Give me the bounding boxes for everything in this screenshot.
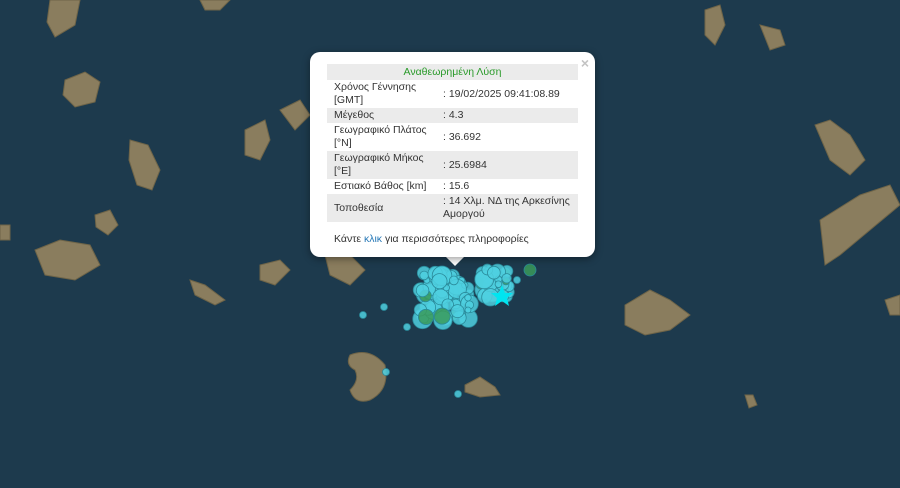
earthquake-marker[interactable] xyxy=(464,294,472,302)
earthquake-marker[interactable] xyxy=(454,390,462,398)
earthquake-marker[interactable] xyxy=(464,306,472,314)
earthquake-marker[interactable] xyxy=(419,270,429,281)
location-value: : 14 Χλμ. ΝΔ της Αρκεσίνης Αμοργού xyxy=(436,194,578,222)
latitude-value: : 36.692 xyxy=(443,130,481,143)
more-info-suffix: για περισσότερες πληροφορίες xyxy=(382,233,529,245)
magnitude-value: : 4.3 xyxy=(436,108,578,123)
earthquake-details-table: Αναθεωρημένη Λύση Χρόνος Γέννησης [GMT]:… xyxy=(327,64,578,222)
more-info-text: Κάντε κλικ για περισσότερες πληροφορίες xyxy=(334,233,529,245)
longitude-value: : 25.6984 xyxy=(436,151,578,179)
magnitude-label: Μέγεθος xyxy=(327,108,436,123)
earthquake-info-popup: × Αναθεωρημένη Λύση Χρόνος Γέννησης [GMT… xyxy=(310,52,595,257)
depth-label: Εστιακό Βάθος [km] xyxy=(334,180,427,192)
earthquake-marker[interactable] xyxy=(382,368,390,376)
longitude-label: Γεωγραφικό Μήκος [°E] xyxy=(327,151,436,179)
earthquake-marker[interactable] xyxy=(449,275,459,286)
earthquake-marker[interactable] xyxy=(433,307,451,325)
earthquake-marker[interactable] xyxy=(359,311,367,319)
earthquake-marker[interactable] xyxy=(417,308,435,325)
location-label: Τοποθεσία xyxy=(327,194,436,222)
more-info-prefix: Κάντε xyxy=(334,233,364,245)
close-icon[interactable]: × xyxy=(580,55,589,71)
more-info-link[interactable]: κλικ xyxy=(363,233,383,245)
earthquake-marker[interactable] xyxy=(380,303,388,311)
earthquake-markers[interactable] xyxy=(359,263,537,398)
origin-time-value: : 19/02/2025 09:41:08.89 xyxy=(443,87,560,100)
popup-pointer xyxy=(445,256,465,266)
earthquake-marker[interactable] xyxy=(487,265,501,280)
origin-time-label: Χρόνος Γέννησης [GMT] xyxy=(334,81,417,106)
earthquake-marker[interactable] xyxy=(403,323,411,331)
earthquake-marker[interactable] xyxy=(415,283,430,298)
earthquake-marker[interactable] xyxy=(431,273,448,290)
depth-value: : 15.6 xyxy=(443,180,470,192)
popup-title: Αναθεωρημένη Λύση xyxy=(327,64,578,80)
earthquake-marker[interactable] xyxy=(513,276,521,284)
latest-earthquake-star-icon[interactable] xyxy=(491,285,513,306)
islands xyxy=(0,0,900,409)
earthquake-marker[interactable] xyxy=(494,280,503,288)
earthquake-marker[interactable] xyxy=(501,273,512,284)
earthquake-marker[interactable] xyxy=(450,304,465,319)
earthquake-marker[interactable] xyxy=(523,263,537,277)
latitude-label: Γεωγραφικό Πλάτος [°N] xyxy=(334,124,427,149)
